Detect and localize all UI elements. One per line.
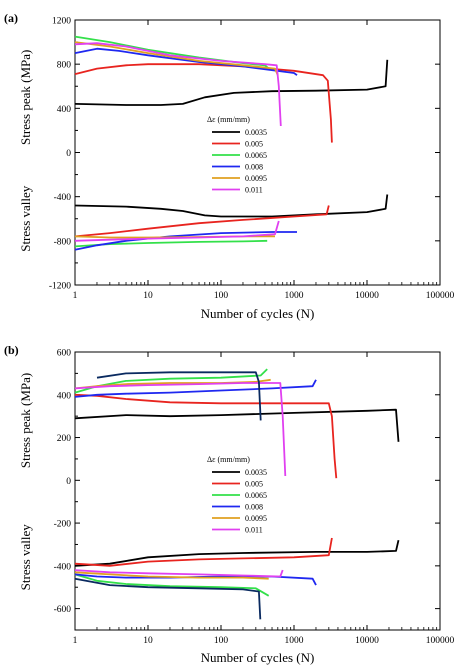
series-line-0.005-peak — [74, 393, 338, 479]
y-tick-label: 0 — [66, 477, 71, 487]
y-tick-label: -400 — [54, 193, 72, 203]
panel-a: -1200 -800 -400 0 400 800 1200 1 10 100 1000 10000 1… — [4, 11, 455, 321]
series-line-0.011-valley — [74, 220, 280, 242]
y-tick-label: -800 — [54, 237, 72, 247]
x-tick-label: 100 — [214, 636, 229, 646]
panel-label: (b) — [4, 343, 19, 357]
y-tick-label: 0 — [66, 149, 71, 159]
series-line-0.005-peak — [74, 63, 333, 143]
series-line-0.0035-valley — [74, 194, 389, 218]
series-line-0.011-peak — [74, 42, 282, 127]
series-line-0.0065-peak — [74, 35, 270, 70]
y-axis-label-peak: Stress peak (MPa) — [18, 50, 33, 145]
legend-entry-0.005: 0.005 — [245, 140, 263, 149]
x-tick-label: 10000 — [355, 291, 379, 301]
legend-entry-0.008: 0.008 — [245, 503, 263, 512]
x-tick-label: 1 — [73, 636, 78, 646]
legend-title: Δε (mm/mm) — [207, 115, 250, 124]
series-line-0.011-peak — [74, 382, 287, 477]
plot-frame — [74, 351, 441, 631]
x-tick-label: 10 — [143, 636, 153, 646]
y-axis-label-valley: Stress valley — [18, 524, 33, 591]
x-tick-label: 100 — [214, 291, 229, 301]
legend-entry-0.0095: 0.0095 — [245, 514, 267, 523]
series-line-0.0035-valley — [74, 539, 400, 567]
legend-entry-0.0095: 0.0095 — [245, 174, 267, 183]
series-line-0.0065-valley — [74, 573, 270, 597]
panel-b: -600 -400 -200 0 200 400 600 1 10 100 1000 10000 100… — [4, 343, 455, 665]
y-tick-label: -400 — [54, 562, 72, 572]
series-line-0.0035-peak — [74, 408, 400, 442]
x-tick-label: 100000 — [426, 291, 455, 301]
legend-entry-0.005: 0.005 — [245, 480, 263, 489]
x-axis-label: Number of cycles (N) — [201, 650, 315, 665]
series-line-0.011-valley — [74, 569, 284, 578]
y-tick-label: 800 — [57, 61, 72, 71]
y-tick-label: 400 — [57, 105, 72, 115]
series-line-0.008-dark-peak — [96, 371, 262, 421]
y-axis-label-peak: Stress peak (MPa) — [18, 373, 33, 468]
series-line-0.008-dark-valley — [74, 577, 262, 620]
series-line-0.0035-peak — [74, 59, 389, 106]
series-line-0.008-peak — [74, 379, 317, 398]
legend-entry-0.0035: 0.0035 — [245, 468, 267, 477]
legend-entry-0.0065: 0.0065 — [245, 491, 267, 500]
x-tick-label: 1000 — [285, 636, 304, 646]
legend-entry-0.011: 0.011 — [245, 186, 263, 195]
legend-entry-0.0035: 0.0035 — [245, 128, 267, 137]
x-tick-label: 10000 — [355, 636, 379, 646]
y-tick-label: -600 — [54, 605, 72, 615]
series-line-0.0095-peak — [74, 41, 279, 76]
x-tick-label: 10 — [143, 291, 153, 301]
y-tick-label: 200 — [57, 434, 72, 444]
x-tick-label: 100000 — [426, 636, 455, 646]
series-line-0.008-peak — [74, 47, 298, 76]
legend-entry-0.0065: 0.0065 — [245, 151, 267, 160]
y-axis-label-valley: Stress valley — [18, 185, 33, 252]
y-tick-label: 1200 — [52, 17, 71, 27]
series-line-0.005-valley — [74, 537, 333, 567]
panel-label: (a) — [4, 11, 18, 25]
series-line-0.005-valley — [74, 205, 330, 238]
series-line-0.0095-valley — [74, 571, 269, 580]
legend-entry-0.008: 0.008 — [245, 163, 263, 172]
y-tick-label: 400 — [57, 391, 72, 401]
legend-entry-0.011: 0.011 — [245, 526, 263, 535]
x-tick-label: 1 — [73, 291, 78, 301]
y-tick-label: -1200 — [49, 282, 71, 292]
y-tick-label: 600 — [57, 349, 72, 359]
x-axis-label: Number of cycles (N) — [201, 306, 315, 321]
x-tick-label: 1000 — [285, 291, 304, 301]
legend-title: Δε (mm/mm) — [207, 455, 250, 464]
y-tick-label: -200 — [54, 520, 72, 530]
